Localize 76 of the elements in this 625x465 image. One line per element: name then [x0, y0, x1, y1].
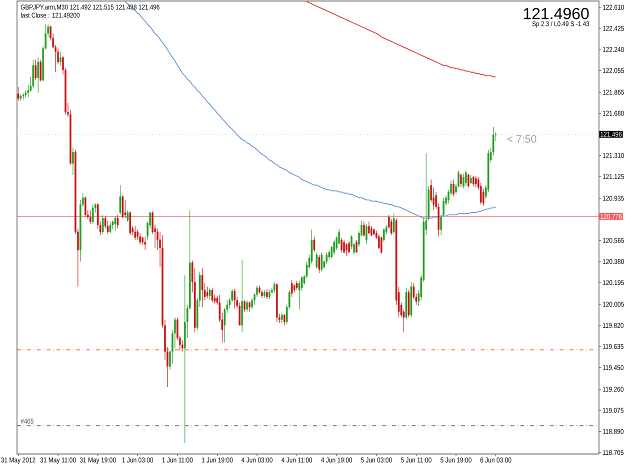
- candlestick: [241, 260, 243, 333]
- candlestick: [126, 210, 129, 222]
- candlestick: [378, 234, 380, 250]
- candlestick: [182, 340, 184, 352]
- candlestick: [206, 286, 208, 298]
- text: < 7:50: [507, 135, 536, 143]
- candlestick: [124, 200, 126, 219]
- candlestick: [129, 211, 132, 236]
- candlestick: [408, 290, 410, 318]
- candlestick: [244, 300, 246, 312]
- candlestick: [475, 176, 477, 188]
- candlestick: [248, 301, 250, 312]
- candlestick: [470, 174, 472, 184]
- candlestick: [326, 252, 328, 264]
- candlestick: [32, 59, 34, 89]
- candlestick: [310, 229, 313, 264]
- candlestick: [274, 282, 276, 293]
- candlestick: [268, 290, 270, 300]
- candlestick: [452, 179, 454, 197]
- candlestick: [328, 250, 330, 260]
- candlestick: [363, 221, 365, 237]
- candlestick: [144, 236, 146, 250]
- candlestick: [251, 298, 253, 310]
- candlestick: [92, 204, 94, 224]
- candlestick: [246, 300, 248, 312]
- candlestick: [320, 252, 323, 272]
- candlestick: [313, 236, 316, 253]
- candlestick: [102, 214, 104, 234]
- candlestick: [333, 240, 336, 255]
- candlestick: [89, 210, 92, 224]
- candlestick: [472, 176, 474, 187]
- candlestick: [366, 224, 368, 245]
- candlestick: [370, 226, 372, 237]
- candlestick: [390, 219, 392, 236]
- candlestick: [382, 228, 385, 242]
- candlestick: [119, 184, 122, 216]
- candlestick: [208, 287, 211, 301]
- candlestick: [37, 57, 40, 94]
- candlestick: [460, 173, 462, 188]
- candlestick: [60, 51, 62, 66]
- candlestick: [136, 229, 139, 240]
- candlestick: [40, 59, 42, 82]
- candlestick: [280, 312, 283, 324]
- candlestick: [266, 288, 268, 300]
- candlestick: [298, 280, 300, 310]
- candlestick: [316, 252, 318, 269]
- candlestick: [462, 173, 464, 189]
- candlestick: [380, 236, 382, 254]
- candlestick: [283, 314, 286, 326]
- candlestick: [234, 288, 236, 309]
- candlestick: [34, 59, 37, 81]
- candlestick: [122, 195, 124, 219]
- candlestick: [290, 279, 293, 298]
- candlestick: [116, 214, 119, 229]
- candlestick: [72, 147, 74, 176]
- candlestick: [392, 213, 395, 234]
- candlestick: [356, 240, 358, 253]
- candlestick: [106, 220, 109, 234]
- candlestick: [318, 254, 320, 274]
- candlestick: [112, 220, 114, 230]
- text: 121.4960: [524, 8, 589, 20]
- candlestick: [465, 170, 467, 187]
- candlestick: [114, 216, 116, 232]
- candlestick: [109, 221, 112, 234]
- candlestick: [201, 268, 204, 308]
- candlestick: [296, 280, 298, 290]
- candlestick: [346, 242, 348, 256]
- candlestick: [134, 226, 136, 240]
- candlestick: [139, 232, 142, 245]
- candlestick: [368, 221, 370, 234]
- candlestick: [343, 240, 345, 254]
- candlestick: [84, 196, 86, 218]
- candlestick: [348, 240, 350, 253]
- candlestick: [340, 237, 342, 253]
- candlestick: [468, 173, 470, 188]
- candlestick: [211, 287, 214, 303]
